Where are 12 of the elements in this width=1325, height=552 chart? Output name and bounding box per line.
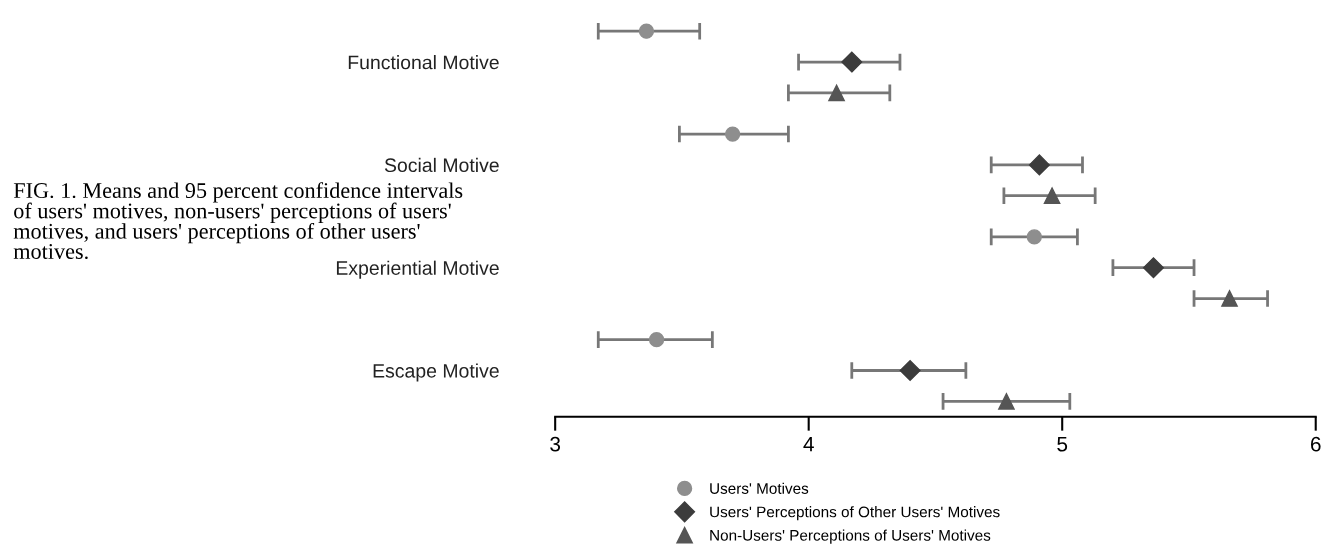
x-tick-label: 6 <box>1310 436 1321 452</box>
y-tick-label: Escape Motive <box>373 363 499 382</box>
y-tick-label: Social Motive <box>384 157 499 173</box>
y-tick-label: Experiential Motive <box>336 260 499 279</box>
x-tick-label: 4 <box>803 436 814 452</box>
legend-label: Users' Motives <box>710 482 809 494</box>
legend-label: Non-Users' Perceptions of Users' Motives <box>710 529 991 544</box>
caption: FIG. 1. Means and 95 percent confidence intervals of users' motives, non-users' perceptions of users' motives, and users' perceptions of other users' motives. <box>13 182 463 260</box>
legend-label: Users' Perceptions of Other Users' Motives <box>710 506 1000 521</box>
x-tick-label: 5 <box>1057 436 1068 452</box>
y-tick-label: Functional Motive <box>348 55 499 70</box>
x-tick-label: 3 <box>550 436 561 452</box>
